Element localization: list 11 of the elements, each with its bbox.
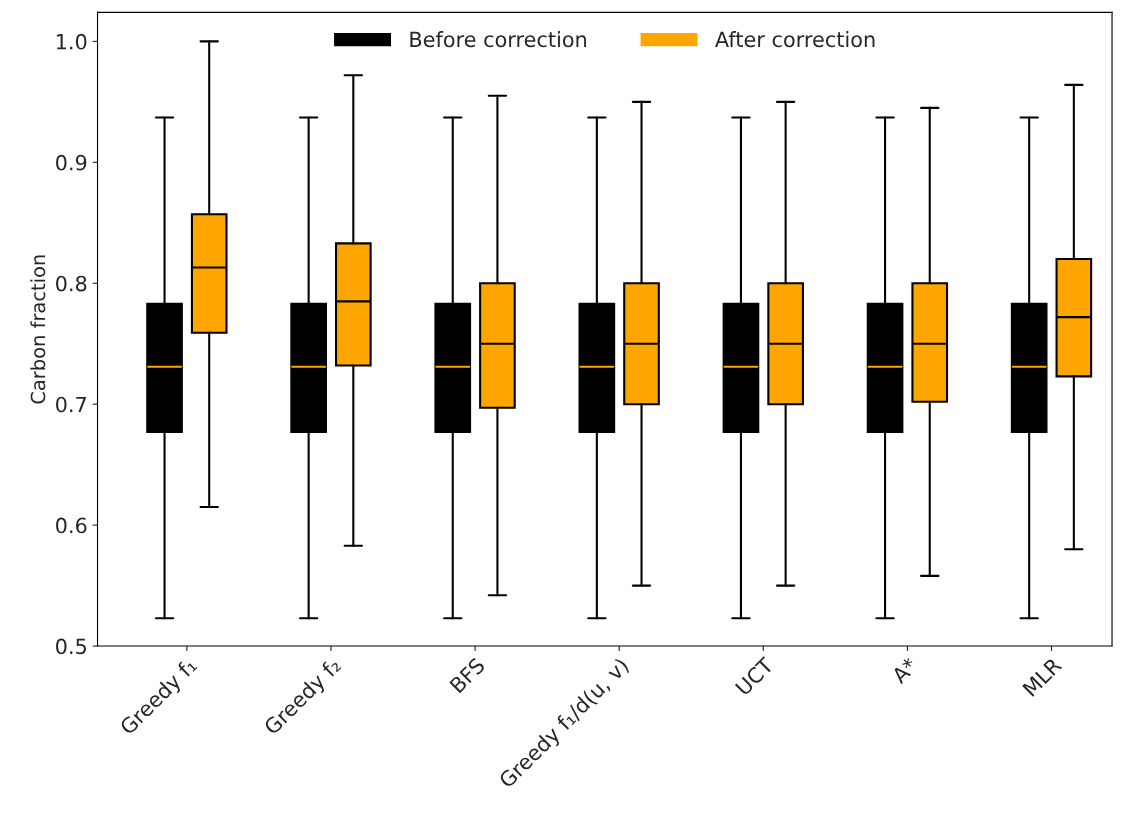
y-axis-title: Carbon fraction [30, 255, 46, 404]
y-tick-label: 0.8 [56, 275, 87, 292]
x-tick-label: BFS [449, 656, 486, 694]
x-tick-label: A* [890, 656, 919, 685]
y-tick-label: 1.0 [56, 33, 87, 50]
legend-label: After correction [715, 31, 875, 48]
y-tick-label: 0.5 [56, 638, 86, 655]
legend-label: Before correction [410, 31, 587, 48]
y-tick-label: 0.6 [56, 517, 87, 534]
y-tick-label: 0.9 [56, 154, 87, 171]
y-tick-label: 0.7 [56, 396, 87, 413]
